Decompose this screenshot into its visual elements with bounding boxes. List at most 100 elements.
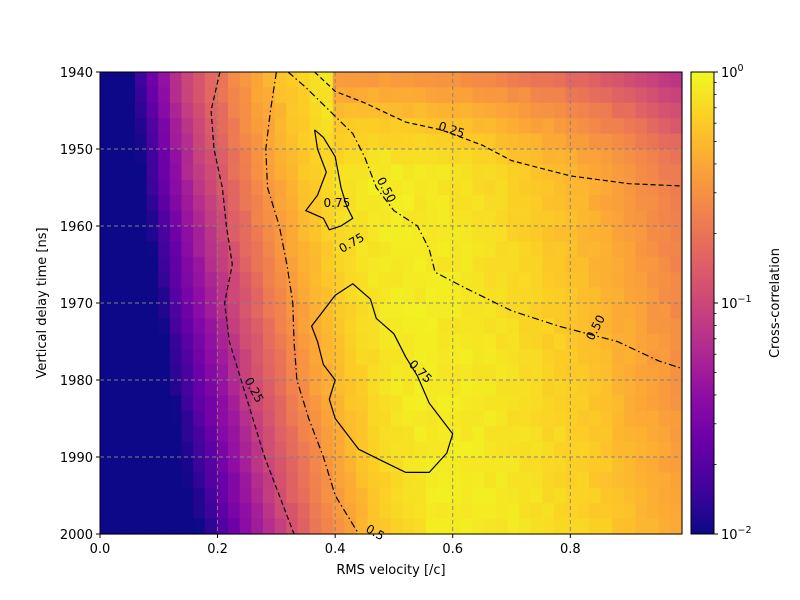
heatmap-cell xyxy=(239,226,252,242)
heatmap-cell xyxy=(565,87,578,104)
heatmap-cell xyxy=(321,472,334,489)
heatmap-cell xyxy=(507,472,520,489)
heatmap-cell xyxy=(425,149,439,165)
heatmap-cell xyxy=(123,395,136,412)
heatmap-cell xyxy=(565,272,578,289)
heatmap-cell xyxy=(623,118,637,135)
heatmap-cell xyxy=(146,149,159,165)
heatmap-cell xyxy=(612,87,625,104)
heatmap-cell xyxy=(379,287,392,304)
heatmap-cell xyxy=(356,395,369,412)
heatmap-cell xyxy=(588,241,602,258)
heatmap-cell xyxy=(204,87,217,104)
heatmap-cell xyxy=(158,179,171,196)
heatmap-cell xyxy=(530,256,543,273)
heatmap-cell xyxy=(449,118,462,135)
heatmap-cell xyxy=(507,457,520,473)
heatmap-cell xyxy=(297,426,311,443)
heatmap-cell xyxy=(344,380,357,396)
heatmap-cell xyxy=(181,87,194,104)
heatmap-cell xyxy=(251,272,264,289)
heatmap-cell xyxy=(274,87,287,104)
heatmap-cell xyxy=(437,241,450,258)
heatmap-cell xyxy=(414,395,427,412)
heatmap-cell xyxy=(519,441,532,458)
heatmap-cell xyxy=(262,241,276,258)
heatmap-cell xyxy=(309,318,322,335)
heatmap-cell xyxy=(658,287,671,304)
heatmap-cell xyxy=(542,210,555,227)
heatmap-cell xyxy=(670,364,683,381)
heatmap-cell xyxy=(204,133,217,150)
heatmap-cell xyxy=(414,195,427,212)
heatmap-cell xyxy=(286,72,299,88)
heatmap-cell xyxy=(588,303,602,319)
heatmap-cell xyxy=(356,426,369,443)
heatmap-cell xyxy=(146,410,159,427)
heatmap-cell xyxy=(577,303,590,319)
heatmap-cell xyxy=(658,87,671,104)
y-tick-label: 1970 xyxy=(60,297,93,312)
heatmap-cell xyxy=(495,118,508,135)
heatmap-cell xyxy=(297,195,311,212)
heatmap-cell xyxy=(169,226,183,242)
heatmap-cell xyxy=(600,503,613,520)
heatmap-cell xyxy=(123,102,136,119)
heatmap-cell xyxy=(647,226,660,242)
heatmap-cell xyxy=(158,318,171,335)
heatmap-cell xyxy=(134,333,148,350)
x-tick-label: 0.8 xyxy=(560,542,581,557)
heatmap-cell xyxy=(612,149,625,165)
heatmap-cell xyxy=(309,503,322,520)
heatmap-cell xyxy=(146,518,159,535)
heatmap-cell xyxy=(228,72,241,88)
x-tick-label: 0.2 xyxy=(207,542,228,557)
heatmap-cell xyxy=(460,195,474,212)
heatmap-cell xyxy=(507,287,520,304)
heatmap-cell xyxy=(495,195,508,212)
heatmap-cell xyxy=(507,487,520,504)
heatmap-cell xyxy=(262,441,276,458)
heatmap-cell xyxy=(274,349,287,366)
heatmap-cell xyxy=(507,118,520,135)
heatmap-cell xyxy=(402,179,415,196)
heatmap-cell xyxy=(344,457,357,473)
heatmap-cell xyxy=(449,72,462,88)
heatmap-cell xyxy=(274,72,287,88)
heatmap-cell xyxy=(484,303,497,319)
heatmap-cell xyxy=(658,333,671,350)
heatmap-cell xyxy=(425,426,439,443)
heatmap-cell xyxy=(204,457,217,473)
heatmap-cell xyxy=(216,133,229,150)
heatmap-cell xyxy=(239,303,252,319)
heatmap-cell xyxy=(169,518,183,535)
heatmap-cell xyxy=(379,256,392,273)
heatmap-cell xyxy=(635,272,648,289)
heatmap-cell xyxy=(367,426,380,443)
heatmap-cell xyxy=(658,380,671,396)
heatmap-cell xyxy=(519,195,532,212)
heatmap-cell xyxy=(123,195,136,212)
heatmap-cell xyxy=(530,318,543,335)
heatmap-cell xyxy=(449,457,462,473)
heatmap-cell xyxy=(425,364,439,381)
heatmap-cell xyxy=(169,210,183,227)
heatmap-cell xyxy=(111,426,124,443)
heatmap-cell xyxy=(367,364,380,381)
heatmap-cell xyxy=(507,303,520,319)
heatmap-cell xyxy=(367,118,380,135)
heatmap-cell xyxy=(169,380,183,396)
heatmap-cell xyxy=(402,426,415,443)
heatmap-cell xyxy=(123,210,136,227)
heatmap-cell xyxy=(484,272,497,289)
heatmap-cell xyxy=(146,380,159,396)
heatmap-cell xyxy=(204,518,217,535)
heatmap-cell xyxy=(111,318,124,335)
heatmap-cell xyxy=(111,364,124,381)
heatmap-cell xyxy=(425,287,439,304)
heatmap-cell xyxy=(344,487,357,504)
heatmap-cell xyxy=(274,118,287,135)
heatmap-cell xyxy=(402,164,415,181)
heatmap-cell xyxy=(181,503,194,520)
heatmap-cell xyxy=(181,487,194,504)
